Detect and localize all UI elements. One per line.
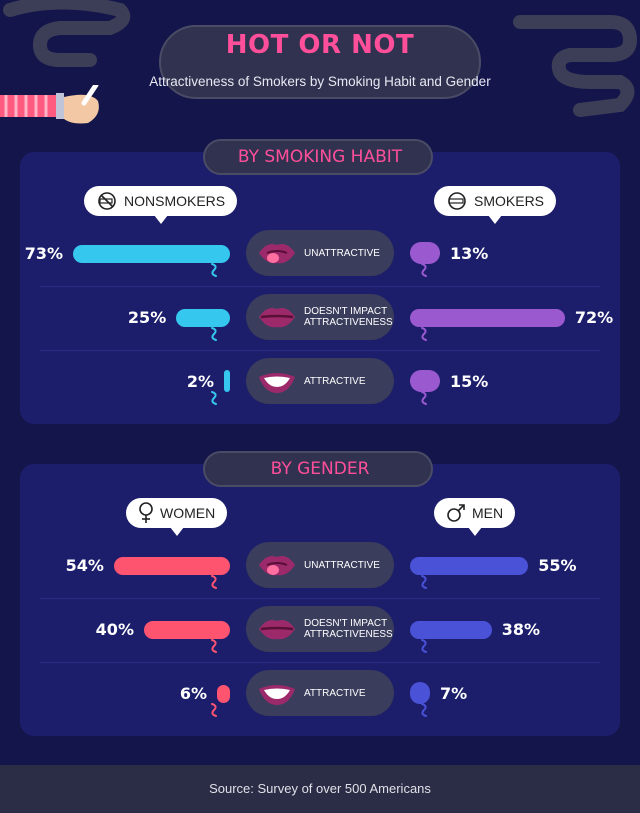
value-label-nonsmokers-neutral: 25% [127,308,167,327]
smoke-drip-decoration [211,391,217,405]
row-divider [40,350,600,351]
bar-smokers-unattractive [410,242,440,264]
smoke-decoration-right [513,15,638,117]
title-banner [159,25,481,99]
smoke-drip-decoration [421,263,427,277]
value-label-nonsmokers-attractive: 2% [186,372,214,391]
bar-women-neutral [143,621,230,639]
row-divider [40,662,600,663]
male-symbol-icon [447,504,465,522]
lips-closed-icon [259,308,295,328]
page-subtitle: Attractiveness of Smokers by Smoking Hab… [149,74,491,89]
section-banner-gender [203,451,433,487]
smoke-drip-decoration [211,639,217,653]
bar-smokers-neutral [410,309,565,327]
smoke-drip-decoration [421,703,427,717]
lips-tongue-icon [259,556,295,576]
value-label-nonsmokers-unattractive: 73% [24,244,63,263]
bar-nonsmokers-attractive [224,370,230,392]
legend-men-label: MEN [472,505,504,521]
value-label-women-attractive: 6% [179,684,208,703]
lips-tongue-icon [259,244,295,264]
bar-men-neutral [410,621,492,639]
female-symbol-icon [139,502,153,523]
lips-smile-icon [259,685,295,705]
legend-women-label: WOMEN [160,505,216,521]
bar-women-unattractive [113,557,230,575]
bar-nonsmokers-neutral [176,309,230,327]
smoke-drip-decoration [421,639,427,653]
category-label-neutral: DOESN'T IMPACT ATTRACTIVENESS [304,618,393,640]
lips-closed-icon [259,620,295,640]
smoke-decoration-left [3,0,131,67]
smoke-drip-decoration [211,575,217,589]
section-title-gender: BY GENDER [270,459,370,479]
smoke-drip-decoration [421,327,427,341]
category-label-attractive: ATTRACTIVE [304,688,366,699]
smoke-drip-decoration [211,263,217,277]
value-label-smokers-unattractive: 13% [450,244,489,263]
value-label-men-neutral: 38% [501,620,541,639]
source-note: Source: Survey of over 500 Americans [209,781,431,796]
lips-smile-icon [259,373,295,393]
footer [0,765,640,813]
bar-nonsmokers-unattractive [73,245,230,263]
legend-smokers: SMOKERS [434,186,557,224]
bar-women-attractive [217,685,230,703]
row-divider [40,598,600,599]
value-label-smokers-attractive: 15% [450,372,489,391]
legend-men: MEN [434,498,516,536]
smoke-drip-decoration [421,391,427,405]
legend-nonsmokers-label: NONSMOKERS [124,193,226,209]
category-label-neutral: DOESN'T IMPACT ATTRACTIVENESS [304,306,393,328]
row-divider [40,286,600,287]
no-smoking-icon [98,192,116,210]
value-label-men-unattractive: 55% [538,556,577,575]
hand-cigarette-icon [0,85,99,124]
smoke-drip-decoration [421,575,427,589]
legend-women: WOMEN [126,498,228,536]
section-title-habit: BY SMOKING HABIT [237,147,403,167]
value-label-smokers-neutral: 72% [574,308,614,327]
smoke-drip-decoration [211,327,217,341]
value-label-women-unattractive: 54% [65,556,104,575]
bar-men-attractive [410,682,430,704]
legend-nonsmokers: NONSMOKERS [84,186,238,224]
category-label-unattractive: UNATTRACTIVE [304,248,380,259]
section-banner-habit [203,139,433,175]
category-label-unattractive: UNATTRACTIVE [304,560,380,571]
cigarette-icon [448,192,466,210]
bar-smokers-attractive [410,370,440,392]
legend-smokers-label: SMOKERS [474,193,545,209]
value-label-women-neutral: 40% [95,620,134,639]
category-label-attractive: ATTRACTIVE [304,376,366,387]
bar-men-unattractive [410,557,529,575]
page-title: HOT OR NOT [225,30,415,60]
value-label-men-attractive: 7% [440,684,468,703]
smoke-drip-decoration [211,703,217,717]
